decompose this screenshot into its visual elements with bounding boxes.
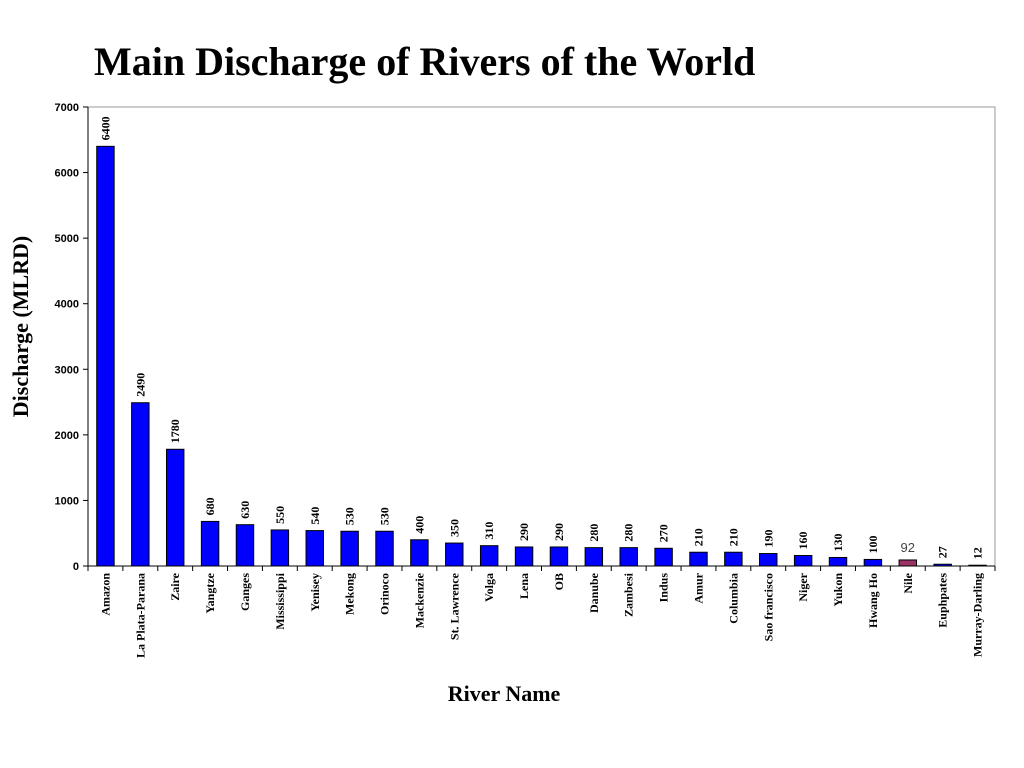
bar-columbia: [724, 551, 743, 567]
category-label-volga: Volga: [482, 573, 496, 602]
data-label-sao-francisco: 190: [761, 530, 775, 548]
y-tick-label: 4000: [55, 299, 79, 311]
bar-orinoco: [375, 530, 394, 567]
category-label-columbia: Columbia: [726, 573, 740, 624]
bars: [96, 145, 987, 567]
data-label-hwang-ho: 100: [866, 535, 880, 553]
data-label-yenisey: 540: [308, 507, 322, 525]
data-label-ganges: 630: [238, 501, 252, 519]
data-label-danube: 280: [587, 524, 601, 542]
data-label-amazon: 6400: [98, 116, 112, 140]
category-label-zaire: Zaire: [168, 572, 182, 600]
bar-hwang-ho: [863, 558, 883, 567]
bar-yangtze: [200, 520, 220, 567]
data-label-columbia: 210: [726, 528, 740, 546]
category-label-ob: OB: [552, 573, 566, 590]
y-tick-label: 6000: [55, 168, 79, 180]
bar-sao-francisco: [759, 553, 778, 567]
category-label-mekong: Mekong: [343, 573, 357, 615]
category-label-nile: Nile: [901, 572, 915, 593]
data-label-orinoco: 530: [378, 507, 392, 525]
category-label-sao-francisco: Sao francisco: [761, 573, 775, 641]
data-label-la-plata-parana: 2490: [133, 373, 147, 397]
data-label-lena: 290: [517, 523, 531, 541]
y-tick-label: 5000: [55, 233, 79, 245]
category-label-euphpates: Euphpates: [936, 573, 950, 628]
data-label-volga: 310: [482, 522, 496, 540]
category-label-orinoco: Orinoco: [378, 573, 392, 615]
data-label-mackenzie: 400: [412, 516, 426, 534]
bar-amur: [689, 551, 708, 567]
bar-st-lawrence: [445, 542, 464, 567]
bar-mississippi: [270, 529, 290, 567]
category-label-amur: Amur: [691, 572, 705, 603]
data-label-ob: 290: [552, 523, 566, 541]
bar-lena: [514, 546, 534, 567]
category-label-danube: Danube: [587, 572, 601, 613]
bar-indus: [654, 547, 673, 567]
bar-ob: [549, 546, 569, 567]
data-label-yukon: 130: [831, 533, 845, 551]
y-tick-label: 2000: [55, 430, 79, 442]
y-axis-title: Discharge (MLRD): [8, 236, 33, 417]
category-label-yangtze: Yangtze: [203, 572, 217, 613]
bar-ganges: [235, 524, 255, 567]
y-tick-label: 1000: [55, 495, 79, 507]
data-label-yangtze: 680: [203, 497, 217, 515]
category-label-mackenzie: Mackenzie: [412, 572, 426, 628]
bar-yukon: [828, 556, 848, 567]
bar-danube: [584, 547, 604, 567]
y-tick-label: 0: [73, 561, 79, 573]
y-tick-label: 3000: [55, 364, 79, 376]
data-label-mississippi: 550: [273, 506, 287, 524]
category-label-amazon: Amazon: [98, 573, 112, 616]
category-label-ganges: Ganges: [238, 573, 252, 611]
category-label-zambesi: Zambesi: [622, 572, 636, 617]
data-label-mekong: 530: [343, 507, 357, 525]
bar-mackenzie: [410, 539, 429, 567]
bar-yenisey: [305, 530, 324, 567]
plot-area: [87, 106, 996, 567]
category-label-niger: Niger: [796, 572, 810, 601]
x-axis: Amazon La Plata-Parana Zaire Yangtze Ganges M…: [87, 565, 996, 658]
chart-title: Main Discharge of Rivers of the World: [94, 39, 756, 84]
y-tick-label: 7000: [55, 102, 79, 114]
data-label-zaire: 1780: [168, 419, 182, 443]
category-label-hwang-ho: Hwang Ho: [866, 573, 880, 628]
bar-nile: [898, 559, 918, 567]
category-label-mississippi: Mississippi: [273, 572, 287, 629]
bar-niger: [793, 555, 813, 567]
category-label-murray-darling: Murray-Darling: [971, 573, 985, 657]
data-label-murray-darling: 12: [971, 547, 985, 559]
category-label-la-plata-parana: La Plata-Parana: [133, 573, 147, 658]
category-label-yukon: Yukon: [831, 573, 845, 607]
y-axis: 0 1000 2000 3000 4000 5000 6000 7000: [55, 102, 89, 573]
bar-volga: [479, 545, 499, 567]
data-label-euphpates: 27: [936, 546, 950, 558]
category-label-yenisey: Yenisey: [308, 573, 322, 612]
bar-zambesi: [619, 547, 638, 567]
bar-zaire: [165, 448, 185, 567]
data-label-amur: 210: [691, 528, 705, 546]
data-label-indus: 270: [657, 524, 671, 542]
data-label-st-lawrence: 350: [447, 519, 461, 537]
category-label-indus: Indus: [657, 573, 671, 603]
category-label-lena: Lena: [517, 573, 531, 599]
data-label-zambesi: 280: [622, 524, 636, 542]
bar-la-plata-parana: [131, 402, 150, 567]
data-labels: 6400 2490 1780 680 630 550 540 530 530 400 350 310 2…: [98, 116, 984, 559]
data-label-niger: 160: [796, 532, 810, 550]
data-label-nile: 92: [901, 540, 915, 555]
category-label-st-lawrence: St. Lawrence: [447, 572, 461, 640]
x-axis-title: River Name: [448, 681, 561, 706]
bar-amazon: [96, 145, 115, 567]
bar-mekong: [340, 530, 359, 567]
